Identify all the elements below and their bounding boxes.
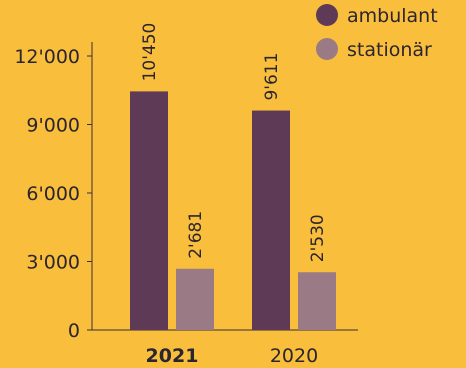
y-tick-label: 3'000	[26, 252, 80, 274]
legend-label: ambulant	[347, 5, 438, 27]
y-tick-label: 6'000	[26, 183, 80, 205]
y-tick-label: 9'000	[26, 115, 80, 137]
data-label: 2'530	[308, 214, 328, 262]
y-tick-label: 12'000	[14, 46, 80, 68]
bar-ambulant-2020	[252, 110, 290, 331]
bar-stationär-2021	[176, 268, 214, 330]
data-label: 10'450	[140, 23, 160, 82]
x-axis: 2021 2020	[92, 329, 358, 367]
bar-ambulant-2021	[130, 91, 168, 331]
bar-stationär-2020	[298, 272, 336, 330]
legend-swatch	[316, 4, 338, 26]
data-label: 2'681	[186, 211, 206, 259]
legend-label: stationär	[347, 39, 432, 61]
y-tick-label: 0	[68, 320, 80, 342]
bars: 10'450 2'681 9'611 2'530	[130, 23, 336, 331]
y-axis: 0 3'000 6'000 9'000 12'000	[14, 42, 93, 342]
data-label: 9'611	[262, 53, 282, 101]
legend-swatch	[316, 38, 338, 60]
legend: ambulant stationär	[316, 4, 438, 61]
x-tick-label: 2020	[270, 345, 318, 367]
x-tick-label: 2021	[146, 345, 199, 367]
